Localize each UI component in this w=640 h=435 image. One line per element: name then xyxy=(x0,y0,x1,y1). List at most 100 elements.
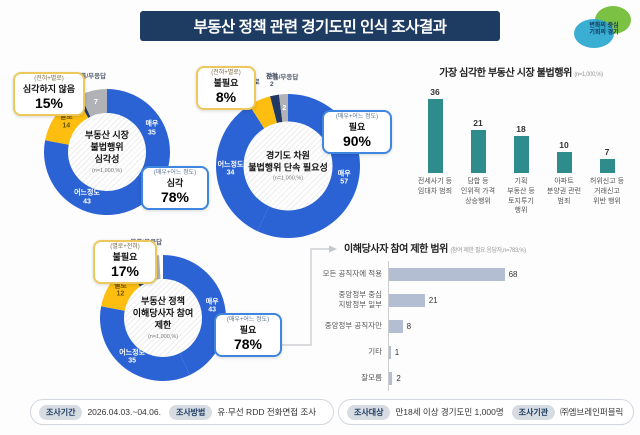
segment-label-모름/무응답: 2 xyxy=(282,104,287,112)
logo-line1: 변화의 중심 xyxy=(589,22,619,29)
survey-info-box-right: 조사대상 만18세 이상 경기도민 1,000명 조사기관 ㈜엠브레인퍼블릭 xyxy=(338,399,634,425)
bar-value: 10 xyxy=(559,140,569,150)
survey-target-pill: 조사대상 xyxy=(347,404,391,420)
segment-label-전혀: 전혀 2 xyxy=(265,73,278,89)
hbar-row: 모든 공직자에 적용 68 xyxy=(300,261,635,287)
donut-title: 부동산 시장 불법행위 심각성 xyxy=(85,130,129,164)
bar xyxy=(389,267,505,281)
callout-positive: (매우+어느 정도) 필요 78% xyxy=(214,313,282,357)
logo-text: 변화의 중심 기회의 경기 xyxy=(573,6,635,50)
donut-chart-market-illegal-severity: 부동산 시장 불법행위 심각성 (n=1,000,%) 매우 35 어느정도 43 별로… xyxy=(13,72,209,215)
hbar-chart-title: 이해당사자 참여 제한 범위 (참여 제한 필요 응답자,n=783,%) xyxy=(344,240,635,255)
bar xyxy=(470,130,486,173)
hbar-chart-rows: 모든 공직자에 적용 68 중앙정부 중심 지방정부 일부 21 중앙정부 공직자만 8 기… xyxy=(300,261,635,391)
survey-target-value: 만18세 이상 경기도민 1,000명 xyxy=(395,407,504,417)
callout-subtitle: (매우+어느 정도) xyxy=(226,317,270,323)
callout-label: 심각 xyxy=(166,177,184,188)
donut-center: 경기도 차원 불법행위 단속 필요성 (n=1,000,%) xyxy=(243,121,333,211)
gyeonggi-logo: 변화의 중심 기회의 경기 xyxy=(573,6,635,50)
bar-value: 21 xyxy=(473,118,483,128)
callout-percent: 78% xyxy=(233,336,263,353)
segment-label-어느정도: 어느정도 34 xyxy=(217,161,244,177)
callout-percent: 90% xyxy=(342,133,372,150)
callout-positive: (매우+어느 정도) 심각 78% xyxy=(141,166,209,210)
hbar-row: 중앙정부 공직자만 8 xyxy=(300,313,635,339)
donut-title: 경기도 차원 불법행위 단속 필요성 xyxy=(248,150,328,172)
bar-chart-plot-area: 36 21 18 10 7 xyxy=(412,85,630,173)
segment-label-어느정도: 어느정도 43 xyxy=(74,189,100,206)
hbar-bar-area: 21 xyxy=(388,287,635,313)
donut-title: 부동산 정책 이해당사자 참여 제한 xyxy=(132,296,194,330)
bar-column: 21 xyxy=(458,118,498,173)
segment-label-매우: 매우 35 xyxy=(145,120,159,137)
callout-negative: (전혀+별로) 불필요 8% xyxy=(196,66,256,110)
callout-negative: (별로+전혀) 불필요 17% xyxy=(93,240,157,284)
hbar-chart-title-text: 이해당사자 참여 제한 범위 xyxy=(344,244,448,255)
callout-positive: (매우+어느 정도) 필요 90% xyxy=(322,110,392,154)
bar-category: 담합 등 인위적 가격 상승행위 xyxy=(460,178,496,205)
segment-label-매우: 매우 43 xyxy=(205,298,219,314)
hbar-row: 잘모름 2 xyxy=(300,365,635,391)
survey-method-pill: 조사방법 xyxy=(168,404,213,420)
segment-label-모름/무응답: 7 xyxy=(94,98,98,106)
bar-chart-sample-size: (n=1,000,%) xyxy=(574,72,603,78)
bar xyxy=(389,371,393,385)
bar-value: 8 xyxy=(406,321,412,331)
segment-label-별로: 별로 14 xyxy=(59,113,73,130)
donut-chart-stakeholder-restriction: 부동산 정책 이해당사자 참여 제한 (n=1,000,%) 매우 43 어느정도 3… xyxy=(93,239,282,381)
callout-percent: 8% xyxy=(215,89,237,106)
callout-subtitle: (별로+전혀) xyxy=(110,244,140,250)
bar-value: 2 xyxy=(396,373,401,383)
hbar-bar-area: 68 xyxy=(388,261,635,287)
hbar-bar-area: 8 xyxy=(388,313,635,339)
survey-period-pill: 조사기간 xyxy=(39,404,83,420)
callout-subtitle: (매우+어느 정도) xyxy=(153,170,197,176)
callout-label: 불필요 xyxy=(112,251,138,262)
hbar-category: 중앙정부 중심 지방정부 일부 xyxy=(338,289,382,309)
hbar-category: 중앙정부 공직자만 xyxy=(324,320,382,330)
segment-label-어느정도: 어느정도 35 xyxy=(119,349,145,365)
callout-label: 필요 xyxy=(239,324,257,335)
donut-center: 부동산 정책 이해당사자 참여 제한 (n=1,000,%) xyxy=(124,279,202,357)
segment-label-별로: 별로 12 xyxy=(113,282,127,298)
bar-chart-title-text: 가장 심각한 부동산 시장 불법행위 xyxy=(439,68,572,79)
hbar-category: 모든 공직자에 적용 xyxy=(322,268,382,278)
page-title: 부동산 정책 관련 경기도민 인식 조사결과 xyxy=(140,11,500,41)
callout-label: 불필요 xyxy=(213,77,239,88)
donut-chart-gyeonggi-crackdown-need: 경기도 차원 불법행위 단속 필요성 (n=1,000,%) 매우 57 어느정도 3… xyxy=(196,66,392,238)
bar-column: 10 xyxy=(544,140,584,173)
callout-percent: 78% xyxy=(160,189,190,206)
donut-sample-size: (n=1,000,%) xyxy=(147,333,179,340)
callout-percent: 17% xyxy=(110,263,140,280)
bar-category: 아파트 분양권 관련 범죄 xyxy=(546,178,582,205)
bar-value: 21 xyxy=(428,295,438,305)
hbar-category: 기타 xyxy=(368,346,382,356)
bar-chart-title: 가장 심각한 부동산 시장 불법행위 (n=1,000,%) xyxy=(412,64,630,79)
bar-value: 1 xyxy=(394,347,400,357)
callout-subtitle: (전혀+별로) xyxy=(211,70,241,76)
bar-column: 36 xyxy=(415,87,455,173)
callout-label: 심각하지 않음 xyxy=(22,83,76,94)
bar-chart-worst-illegal-acts: 가장 심각한 부동산 시장 불법행위 (n=1,000,%) 36 21 18 10 7… xyxy=(412,64,630,216)
hbar-row: 중앙정부 중심 지방정부 일부 21 xyxy=(300,287,635,313)
bar-category: 전세사기 등 임대차 범죄 xyxy=(417,178,453,195)
hbar-category: 잘모름 xyxy=(361,372,382,382)
survey-agency-pill: 조사기관 xyxy=(511,404,556,420)
callout-percent: 15% xyxy=(34,95,64,112)
bar-category: 기획 부동산 등 토지투기 행위 xyxy=(507,178,535,215)
survey-agency-value: ㈜엠브레인퍼블릭 xyxy=(560,407,624,417)
bar xyxy=(513,136,529,173)
bar xyxy=(599,159,615,173)
bar-chart-restriction-scope: 이해당사자 참여 제한 범위 (참여 제한 필요 응답자,n=783,%) 모든… xyxy=(300,240,635,391)
bar xyxy=(427,99,443,173)
bar-value: 18 xyxy=(516,124,526,134)
bar xyxy=(389,345,391,359)
survey-period-value: 2026.04.03.~04.06. xyxy=(87,407,161,417)
segment-label-모름/무응답: 모름/무응답 xyxy=(266,74,299,82)
segment-label-모름/무응답: 모름/무응답 xyxy=(74,73,107,81)
survey-method-value: 유·무선 RDD 전화면접 조사 xyxy=(217,407,317,417)
callout-subtitle: (매우+어느 정도) xyxy=(335,114,379,120)
callout-negative: (전혀+별로) 심각하지 않음 15% xyxy=(13,72,85,116)
segment-label-매우: 매우 57 xyxy=(337,170,351,186)
bar-value: 7 xyxy=(604,147,610,157)
